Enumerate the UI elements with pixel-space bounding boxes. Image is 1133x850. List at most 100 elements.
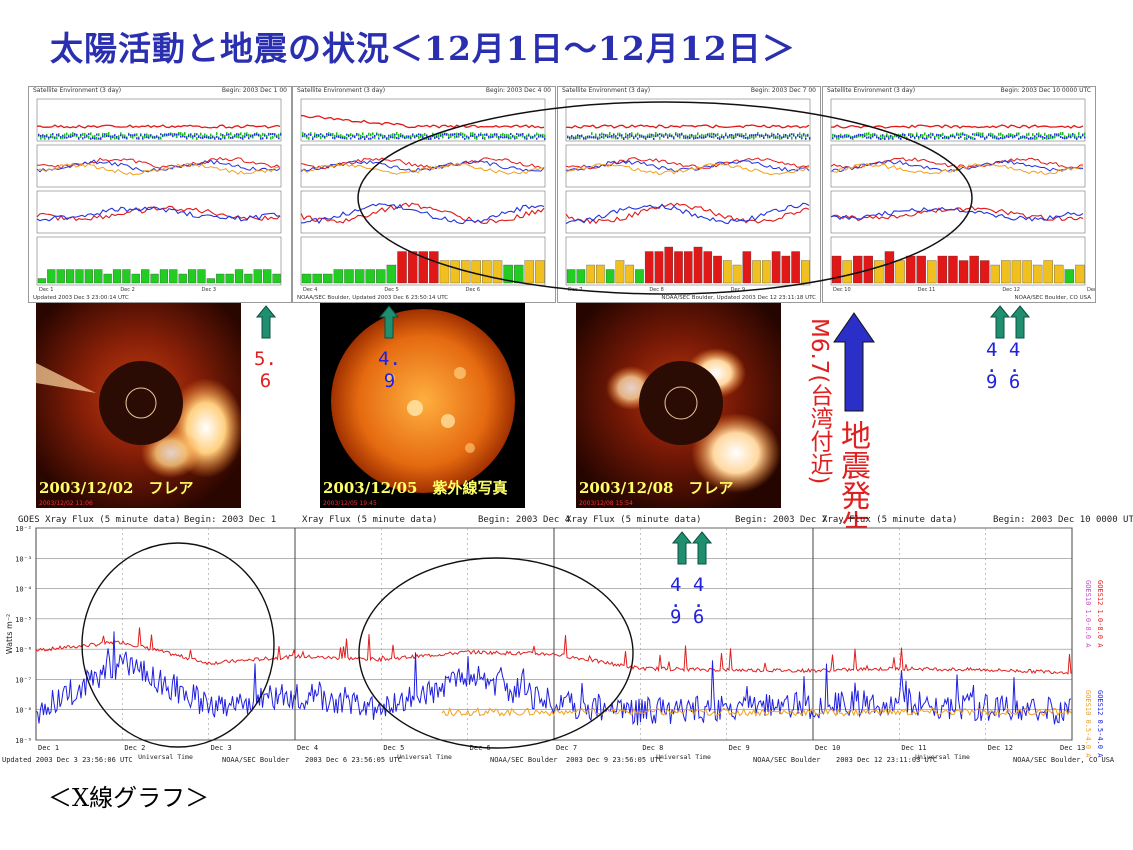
kp-bar <box>586 264 595 284</box>
proton-dot <box>306 134 308 137</box>
y-tick-label: 10⁻⁸ <box>15 707 32 715</box>
proton-dot <box>661 134 663 137</box>
proton-dot <box>224 137 226 140</box>
proton-dot <box>172 135 174 138</box>
proton-dot <box>1064 135 1066 139</box>
proton-dot <box>66 136 68 139</box>
proton-dot <box>80 134 82 138</box>
proton-dot <box>492 135 494 138</box>
proton-dot <box>994 135 996 139</box>
proton-dot <box>398 133 400 137</box>
xray-header: Xray Flux (5 minute data) <box>302 515 438 525</box>
proton-dot <box>671 135 673 138</box>
proton-dot <box>426 136 428 140</box>
proton-dot <box>252 134 254 137</box>
proton-dot <box>842 135 844 138</box>
kp-bar <box>397 251 407 284</box>
proton-dot <box>464 137 466 140</box>
proton-dot <box>585 137 587 140</box>
proton-dot <box>248 133 250 137</box>
proton-dot <box>92 137 94 140</box>
proton-dot <box>508 137 510 140</box>
x-axis-label: Universal Time <box>397 753 452 761</box>
proton-dot <box>795 136 797 139</box>
proton-dot <box>880 134 882 138</box>
proton-dot <box>518 134 520 137</box>
proton-dot <box>184 132 186 136</box>
proton-dot <box>832 137 834 140</box>
proton-dot <box>922 137 924 140</box>
proton-dot <box>126 137 128 140</box>
proton-dot <box>609 135 611 138</box>
kp-bar <box>244 273 253 284</box>
proton-dot <box>1026 133 1028 137</box>
xray-footer: 2003 Dec 12 23:11:03 UTC <box>836 756 938 764</box>
proton-dot <box>46 135 48 138</box>
proton-dot <box>1016 134 1018 137</box>
proton-dot <box>1036 133 1038 136</box>
x-tick-label: Dec 1 <box>38 744 59 752</box>
satellite-panel-footer: NOAA/SEC Boulder, Updated 2003 Dec 12 23… <box>661 295 816 301</box>
proton-dot <box>98 133 100 137</box>
proton-dot <box>629 133 631 136</box>
proton-dot <box>158 136 160 139</box>
proton-dot <box>380 134 382 137</box>
proton-dot <box>948 137 950 140</box>
proton-dot <box>801 134 803 138</box>
proton-dot <box>1034 135 1036 138</box>
proton-dot <box>186 135 188 139</box>
proton-dot <box>448 136 450 139</box>
proton-dot <box>1020 136 1022 139</box>
proton-dot <box>432 135 434 138</box>
proton-dot <box>434 133 436 137</box>
kp-bar <box>1075 264 1085 284</box>
photo-timestamp: 2003/12/05 19:45 <box>323 500 377 507</box>
panel-frame <box>36 236 282 286</box>
proton-dot <box>603 133 605 136</box>
proton-dot <box>536 137 538 140</box>
proton-dot <box>667 136 669 139</box>
proton-dot <box>1000 132 1002 136</box>
proton-dot <box>1048 137 1050 140</box>
kp-bar <box>937 255 948 284</box>
kp-bar <box>492 260 503 284</box>
proton-dot <box>516 133 518 136</box>
proton-dot <box>46 133 48 137</box>
kp-bar <box>197 269 206 284</box>
kp-bar <box>958 260 969 284</box>
proton-dot <box>984 137 986 140</box>
kp-bar <box>752 260 761 284</box>
proton-dot <box>498 136 500 139</box>
proton-dot <box>442 135 444 139</box>
proton-dot <box>779 136 781 140</box>
quake-magnitude-4-4-9-6-top: 4 4 . . 9 6 <box>986 339 1021 393</box>
proton-dot <box>677 135 679 138</box>
proton-dot <box>246 134 248 137</box>
proton-dot <box>633 137 635 140</box>
proton-dot <box>60 136 62 139</box>
highlight-ellipse <box>81 542 275 748</box>
proton-dot <box>420 133 422 136</box>
kp-bar <box>47 269 56 284</box>
proton-dot <box>154 136 156 139</box>
proton-dot <box>1050 135 1052 139</box>
proton-dot <box>200 136 202 139</box>
proton-dot <box>1074 136 1076 139</box>
proton-dot <box>216 132 218 136</box>
proton-dot <box>238 133 240 136</box>
proton-dot <box>659 136 661 140</box>
proton-dot <box>458 133 460 136</box>
proton-dot <box>188 135 190 138</box>
proton-dot <box>236 135 238 139</box>
proton-dot <box>372 136 374 139</box>
proton-dot <box>176 135 178 139</box>
satellite-panel-header: Satellite Environment (3 day) <box>33 87 122 94</box>
proton-dot <box>68 135 70 138</box>
satellite-panel-1: Satellite Environment (3 day) Begin: 200… <box>28 86 292 303</box>
proton-dot <box>206 134 208 138</box>
proton-dot <box>896 134 898 137</box>
satellite-panel-header: Satellite Environment (3 day) <box>562 87 651 94</box>
proton-dot <box>1030 137 1032 140</box>
proton-dot <box>122 136 124 139</box>
xray-graph-caption: ＜X線グラフ＞ <box>48 784 210 812</box>
